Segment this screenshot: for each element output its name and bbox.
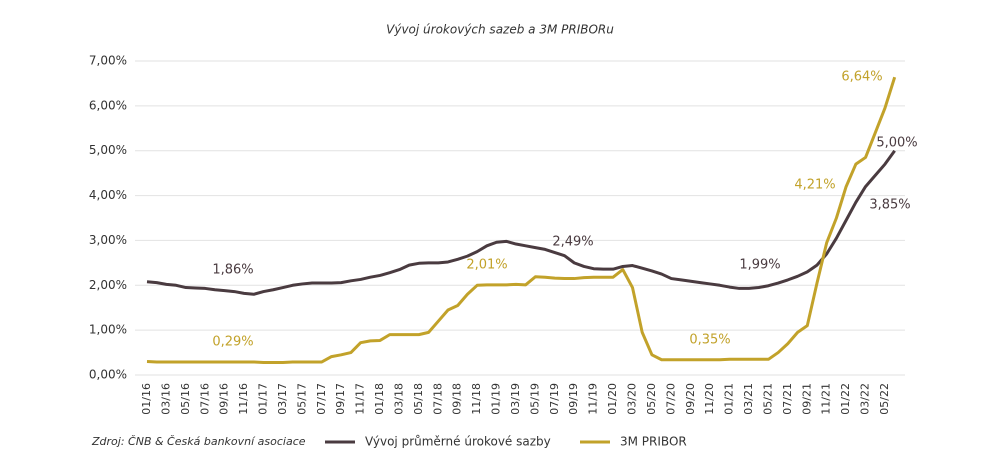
x-tick-label: 05/19 xyxy=(528,383,541,415)
x-tick-label: 03/18 xyxy=(392,383,405,415)
x-tick-label: 07/17 xyxy=(315,383,328,415)
x-tick-label: 05/18 xyxy=(412,383,425,415)
x-tick-label: 05/20 xyxy=(645,383,658,415)
y-tick-label: 2,00% xyxy=(89,278,127,292)
x-tick-label: 09/17 xyxy=(334,383,347,415)
x-tick-label: 11/20 xyxy=(703,383,716,415)
y-tick-label: 6,00% xyxy=(89,98,127,112)
x-tick-label: 11/18 xyxy=(470,383,483,415)
annotation: 4,21% xyxy=(794,178,835,193)
annotation: 6,64% xyxy=(841,70,882,85)
y-tick-label: 7,00% xyxy=(89,54,127,68)
x-tick-label: 03/21 xyxy=(742,383,755,415)
x-tick-label: 07/18 xyxy=(431,383,444,415)
x-tick-label: 09/16 xyxy=(218,383,231,415)
x-tick-label: 01/21 xyxy=(723,383,736,415)
x-tick-label: 05/21 xyxy=(761,383,774,415)
series-line xyxy=(146,76,897,364)
annotation: 1,99% xyxy=(739,258,780,273)
x-tick-label: 11/16 xyxy=(237,383,250,415)
x-tick-label: 01/18 xyxy=(373,383,386,415)
chart-title: Vývoj úrokových sazeb a 3M PRIBORu xyxy=(386,23,614,37)
x-tick-label: 01/20 xyxy=(606,383,619,415)
legend-label: Vývoj průměrné úrokové sazby xyxy=(365,435,551,449)
x-tick-label: 11/17 xyxy=(354,383,367,415)
annotation: 0,35% xyxy=(689,333,730,348)
x-tick-label: 03/22 xyxy=(859,383,872,415)
x-tick-label: 11/21 xyxy=(820,383,833,415)
annotation: 3,85% xyxy=(869,198,910,213)
x-tick-label: 01/16 xyxy=(140,383,153,415)
y-tick-label: 3,00% xyxy=(89,233,127,247)
legend-label: 3M PRIBOR xyxy=(620,435,687,449)
x-tick-label: 09/21 xyxy=(800,383,813,415)
x-tick-label: 07/21 xyxy=(781,383,794,415)
x-tick-label: 09/20 xyxy=(684,383,697,415)
x-tick-label: 01/17 xyxy=(257,383,270,415)
annotation: 2,49% xyxy=(552,235,593,250)
y-tick-label: 5,00% xyxy=(89,143,127,157)
x-tick-label: 09/19 xyxy=(567,383,580,415)
y-tick-label: 1,00% xyxy=(89,323,127,337)
x-tick-label: 03/16 xyxy=(159,383,172,415)
series-line xyxy=(146,149,896,296)
y-tick-label: 4,00% xyxy=(89,188,127,202)
x-tick-label: 09/18 xyxy=(451,383,464,415)
x-tick-label: 07/19 xyxy=(548,383,561,415)
annotation: 5,00% xyxy=(876,136,917,151)
annotation: 1,86% xyxy=(212,263,253,278)
x-tick-label: 01/22 xyxy=(839,383,852,415)
x-tick-label: 05/16 xyxy=(179,383,192,415)
x-tick-label: 03/19 xyxy=(509,383,522,415)
x-tick-label: 05/17 xyxy=(295,383,308,415)
annotation: 0,29% xyxy=(212,335,253,350)
x-tick-label: 11/19 xyxy=(587,383,600,415)
x-tick-label: 03/17 xyxy=(276,383,289,415)
y-tick-label: 0,00% xyxy=(89,368,127,382)
x-tick-label: 07/20 xyxy=(664,383,677,415)
annotation: 2,01% xyxy=(466,258,507,273)
x-tick-label: 03/20 xyxy=(626,383,639,415)
x-tick-label: 07/16 xyxy=(198,383,211,415)
source: Zdroj: ČNB & Česká bankovní asociace xyxy=(91,435,306,448)
x-tick-label: 05/22 xyxy=(878,383,891,415)
x-tick-label: 01/19 xyxy=(490,383,503,415)
